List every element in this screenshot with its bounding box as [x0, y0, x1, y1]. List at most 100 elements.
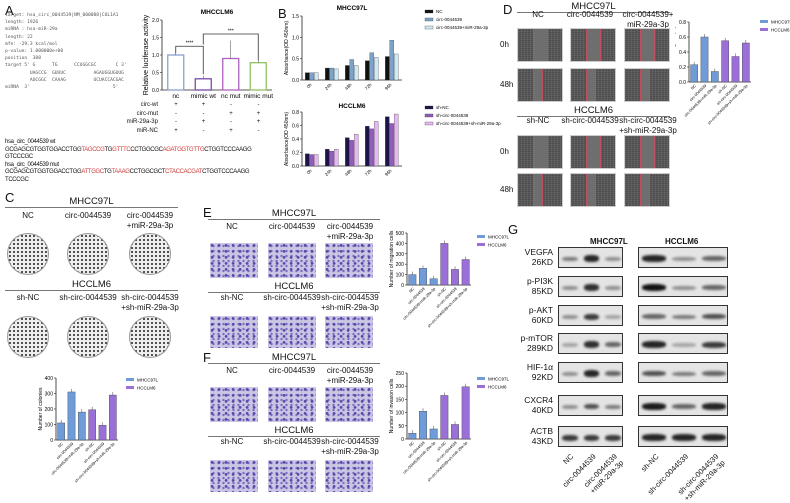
x-tick-label: 0h: [306, 168, 313, 175]
colony-dish-image: [129, 233, 171, 275]
protein-band: [583, 313, 600, 320]
x-tick-label: 24h: [324, 168, 333, 177]
invasion-top-condition-label: circ-0044539: [268, 366, 316, 375]
panel-label-g: G: [508, 222, 519, 237]
bar: [461, 386, 470, 440]
y-tick-label: 1.0: [292, 35, 299, 41]
y-axis-label: Relative luciferase activity: [143, 14, 150, 95]
invasion-transwell-image: [325, 387, 373, 422]
bar: [349, 59, 354, 81]
scratch-image: [624, 28, 670, 62]
invasion-transwell-image: [268, 460, 316, 492]
legend-swatch: [424, 9, 434, 14]
info-line: AUCGGC CAAAG UCUACCACGAC: [5, 77, 124, 83]
legend-swatch: [424, 113, 434, 118]
bar: [349, 140, 354, 167]
migration-bottom-condition-label: sh-circ-0044539 +sh-miR-29a-3p: [321, 293, 379, 312]
colony-top-cell-line-title: MHCC97L: [69, 196, 114, 207]
plus-minus: -: [230, 102, 232, 108]
blot-title-mhcc97l: MHCC97L: [590, 237, 628, 246]
protein-band: [642, 255, 666, 262]
info-line: target: hsa_circ_0044539|NM_000088|COL1A…: [5, 13, 119, 18]
scratch-gap: [586, 174, 596, 206]
migration-bottom-divider: [208, 292, 380, 293]
scratch-gap: [533, 174, 543, 206]
wound-top-cell-line-title: MHCC97L: [571, 1, 616, 12]
x-tick-label: nc: [172, 93, 180, 100]
panel-label-c: C: [5, 190, 15, 205]
row-label: miR-NC: [136, 127, 158, 134]
y-tick-label: 300: [396, 252, 405, 258]
protein-band: [642, 370, 666, 377]
y-tick-label: 0.2: [679, 65, 686, 71]
bar: [419, 268, 427, 286]
protein-band: [672, 404, 696, 410]
bar: [309, 72, 314, 81]
x-tick-label: 48h: [344, 168, 353, 177]
y-tick-label: 1.5: [152, 36, 159, 42]
info-line: miRNA : hsa-miR-29a: [5, 27, 58, 33]
scratch-gap: [640, 69, 650, 101]
legend-label: sh-circ-0044539: [436, 113, 469, 118]
y-tick-label: 0.0: [679, 80, 686, 86]
protein-band: [642, 284, 666, 291]
protein-band: [672, 343, 696, 347]
plus-minus: +: [256, 119, 261, 125]
blot-label: VEGFA 26KD: [500, 247, 553, 267]
blot-label: ACTB 43KD: [500, 426, 553, 446]
legend-label: sh-NC: [436, 105, 450, 110]
scratch-image: [570, 28, 616, 62]
legend-label: HCCLM6: [488, 385, 507, 390]
molecular-weight: 60KD: [531, 315, 553, 325]
protein-band: [605, 256, 621, 261]
bar: [365, 126, 370, 167]
wt-label: hsa_circ_0044539 wt: [5, 139, 56, 145]
legend-label: circ-0044539+miR-29a-3p: [436, 25, 489, 30]
y-tick-label: 100: [396, 411, 405, 417]
sequence-segment: GCGAGCGTGGTGGACCTGG: [5, 146, 82, 153]
info-line: length: 22: [5, 34, 33, 40]
bar: [408, 274, 417, 286]
y-tick-label: 0.0: [152, 88, 159, 94]
bar: [389, 40, 394, 81]
x-tick-label: 24h: [324, 82, 333, 91]
blot-label: HIF-1α 92KD: [500, 362, 553, 382]
lane-label: sh-NC: [638, 452, 661, 474]
y-tick-label: 200: [396, 384, 405, 390]
protein-band: [702, 403, 726, 410]
scratch-gap: [640, 136, 655, 168]
protein-band: [605, 342, 621, 348]
protein-band: [605, 315, 621, 319]
wound-top-condition-label: circ-0044539+ miR-29a-3p: [622, 10, 674, 29]
panel-label-a: A: [5, 3, 14, 18]
y-tick-label: 0: [50, 438, 53, 444]
blot-strip: [558, 305, 623, 326]
bar: [98, 425, 107, 441]
panel-label-f: F: [203, 350, 211, 365]
info-line: position 388: [5, 56, 41, 62]
scratch-gap: [586, 136, 601, 168]
bar: [429, 428, 438, 440]
protein-band: [605, 371, 621, 377]
chart-title: MHCC97L: [337, 5, 368, 12]
x-tick-label: NC: [690, 84, 697, 91]
binding-site: AGATGGTGTTG: [162, 146, 205, 153]
plus-minus: +: [201, 119, 206, 125]
y-tick-label: 1.5: [292, 14, 299, 20]
y-tick-label: 0.6: [679, 35, 686, 41]
invasion-top-cell-line-title: MHCC97L: [271, 352, 317, 363]
sequence-segment: TG: [103, 169, 112, 175]
blot-strip: [638, 426, 728, 447]
migration-top-divider: [208, 219, 380, 220]
protein-band: [702, 434, 726, 441]
molecular-weight: 40KD: [531, 405, 553, 415]
protein-band: [642, 434, 666, 441]
bar: [88, 409, 96, 441]
scratch-image: [570, 68, 616, 102]
invasion-transwell-image: [210, 387, 258, 422]
lane-label: NC: [561, 452, 576, 467]
